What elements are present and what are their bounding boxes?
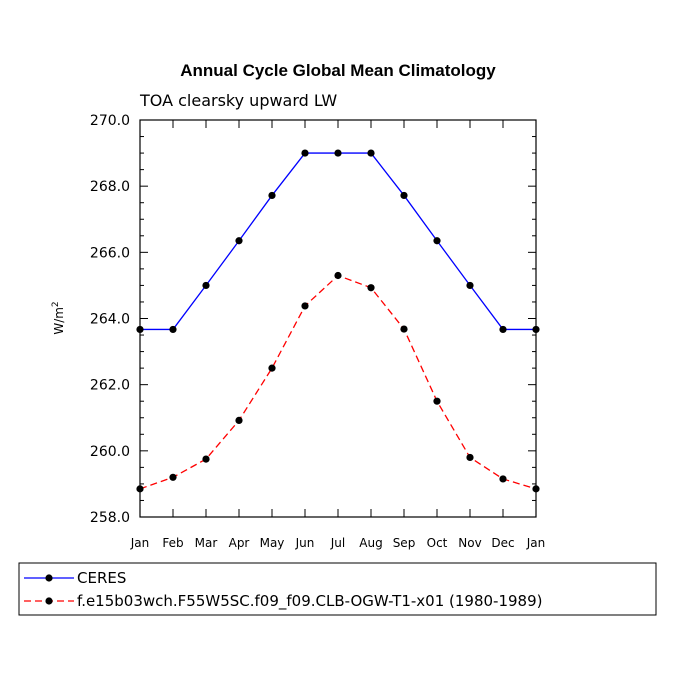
legend-label-0: CERES	[77, 569, 126, 587]
x-tick-label: Jun	[295, 536, 315, 550]
y-tick-label: 264.0	[90, 312, 130, 328]
legend: CERES f.e15b03wch.F55W5SC.f09_f09.CLB-OGW…	[18, 562, 657, 616]
x-tick-label: May	[260, 536, 285, 550]
series-0-point	[235, 237, 243, 245]
series-1-point	[169, 473, 177, 481]
series-1-point	[235, 416, 243, 424]
x-tick-label: Nov	[458, 536, 481, 550]
x-tick-label: Feb	[162, 536, 183, 550]
legend-label-1: f.e15b03wch.F55W5SC.f09_f09.CLB-OGW-T1-x…	[77, 592, 542, 611]
series-1-point	[268, 364, 276, 372]
x-tick-label: Jan	[526, 536, 546, 550]
series-1-point	[499, 475, 507, 483]
legend-box	[18, 562, 657, 616]
y-tick-label: 262.0	[90, 378, 130, 394]
series-1-point	[301, 302, 309, 310]
series-0-point	[532, 325, 540, 334]
series-0-point	[301, 149, 309, 157]
series-1-point	[367, 284, 375, 292]
series-1-point	[532, 485, 540, 493]
series-0-point	[268, 191, 276, 200]
series-0-point	[433, 237, 441, 245]
x-tick-label: Oct	[427, 536, 448, 550]
series-1-point	[136, 485, 144, 493]
x-tick-label: Sep	[393, 536, 416, 550]
series-0-point	[334, 149, 342, 157]
chart-subtitle: TOA clearsky upward LW	[139, 91, 337, 110]
series-1-point	[400, 325, 408, 333]
legend-marker-0	[45, 574, 53, 582]
y-tick-label: 258.0	[90, 510, 130, 526]
y-tick-label: 268.0	[90, 179, 130, 195]
y-tick-label: 270.0	[90, 113, 130, 129]
series-0-point	[136, 325, 144, 334]
plot-frame	[139, 119, 537, 518]
y-tick-label: 266.0	[90, 245, 130, 261]
x-tick-label: Jul	[330, 536, 345, 550]
series-0-point	[400, 191, 408, 200]
svg-text:W/m2: W/m2	[51, 301, 66, 334]
y-axis-label-superscript: 2	[51, 301, 61, 307]
series-0-point	[202, 281, 210, 290]
x-tick-label: Aug	[359, 536, 382, 550]
series-1-point	[334, 271, 342, 280]
series-1-point	[433, 397, 441, 405]
x-tick-label: Apr	[229, 536, 250, 550]
chart-title: Annual Cycle Global Mean Climatology	[180, 61, 496, 80]
series-1-point	[466, 453, 474, 462]
series-1-point	[202, 455, 210, 463]
series-0-point	[466, 281, 474, 290]
y-axis-label: W/m2	[51, 301, 66, 334]
x-tick-label: Jan	[130, 536, 150, 550]
legend-marker-1	[45, 597, 53, 605]
y-axis-label-text: W/m	[52, 307, 66, 335]
series-line-1	[139, 274, 537, 490]
series-0-point	[499, 325, 507, 334]
series-0-point	[367, 149, 375, 157]
x-tick-label: Dec	[491, 536, 514, 550]
series-0-point	[169, 325, 177, 334]
y-tick-label: 260.0	[90, 444, 130, 460]
series-line-0	[140, 152, 536, 331]
x-tick-label: Mar	[195, 536, 218, 550]
